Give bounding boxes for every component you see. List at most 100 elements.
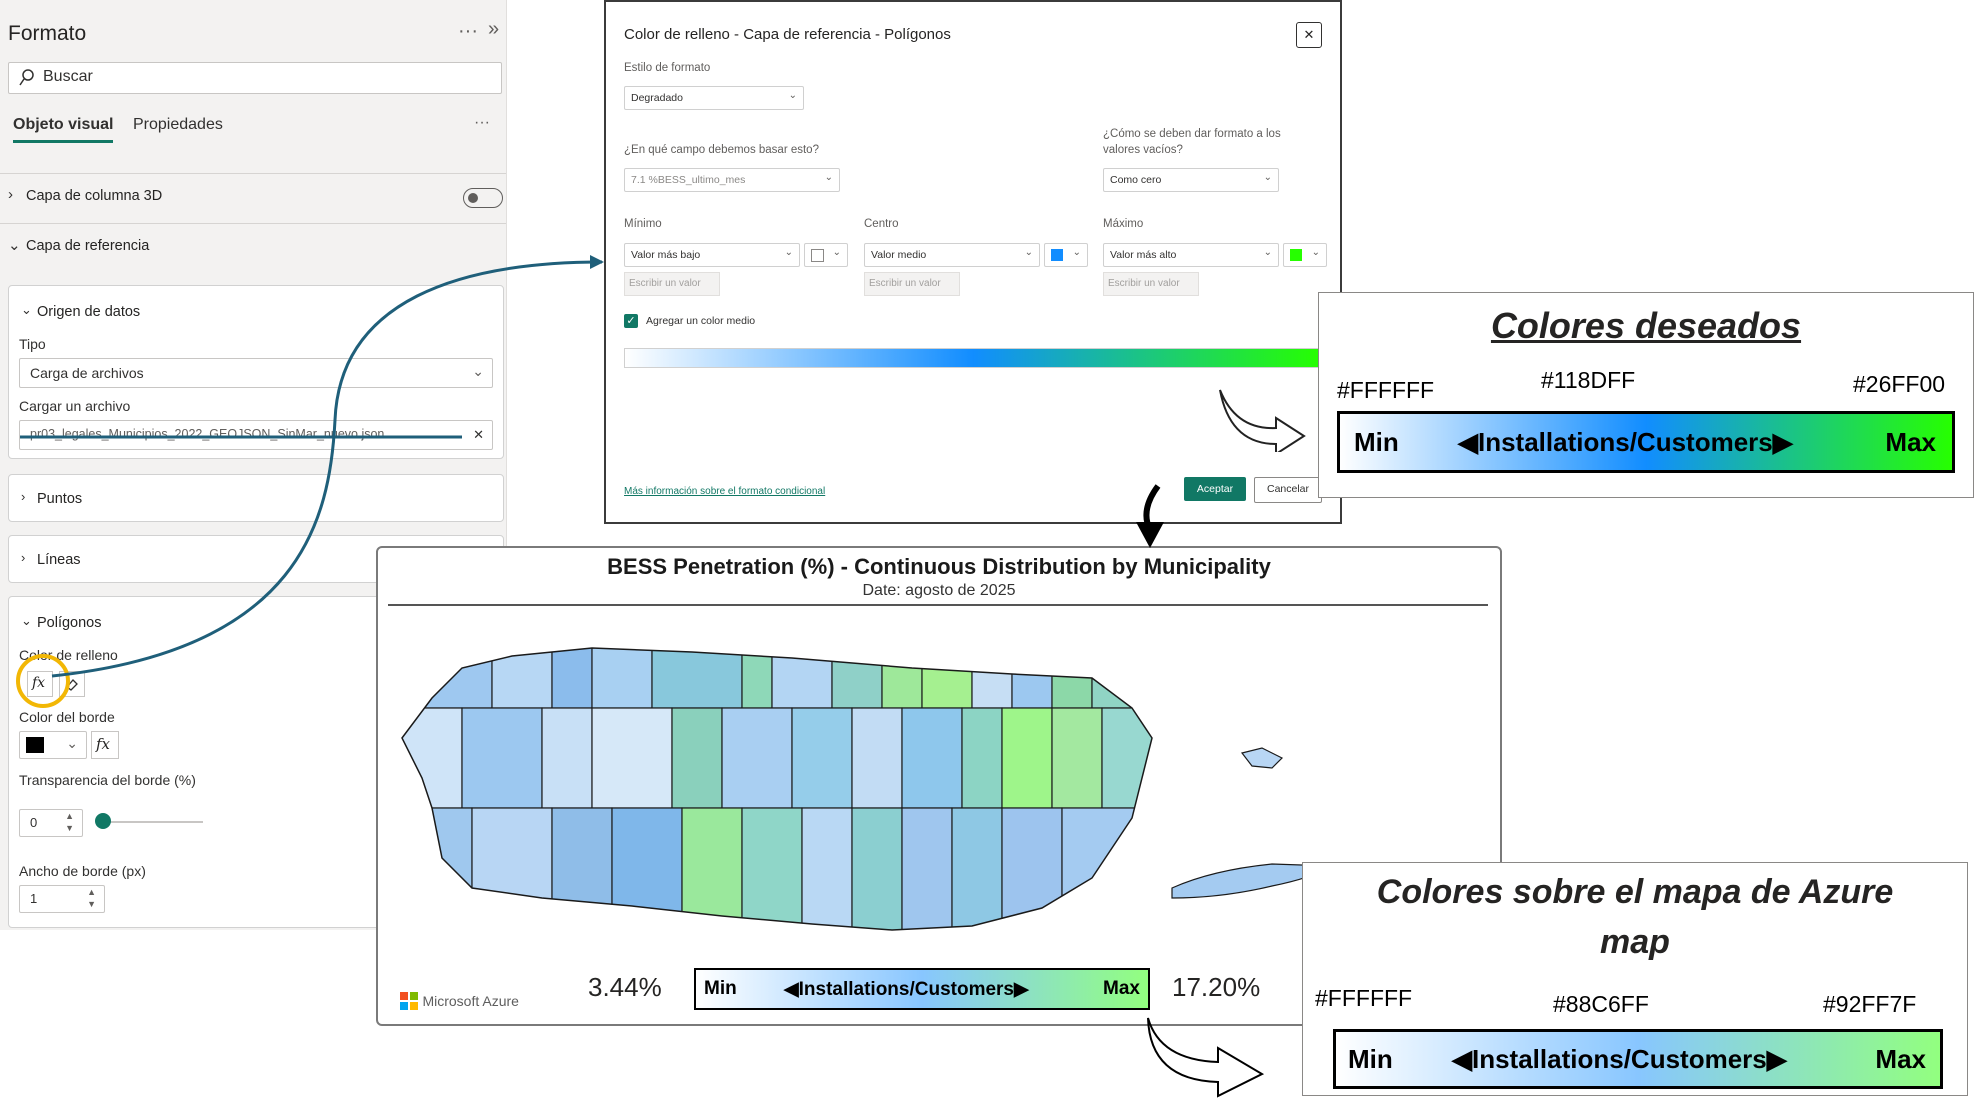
color-swatch bbox=[811, 249, 824, 262]
bar-max-label: Max bbox=[1885, 426, 1936, 457]
chevron-right-icon: › bbox=[21, 489, 26, 504]
min-value-input[interactable]: Escribir un valor bbox=[624, 272, 720, 296]
azure-colors-box: Colores sobre el mapa de Azure map #FFFF… bbox=[1302, 862, 1968, 1096]
empty-values-label-1: ¿Cómo se deben dar formato a los bbox=[1103, 128, 1281, 140]
type-dropdown[interactable]: Carga de archivos ⌄ bbox=[19, 358, 493, 388]
title-divider bbox=[388, 604, 1488, 606]
min-color-picker[interactable]: ⌄ bbox=[804, 243, 848, 267]
close-icon: ✕ bbox=[1303, 27, 1315, 42]
chevron-right-icon: › bbox=[21, 550, 26, 565]
curved-arrow-icon bbox=[1147, 1017, 1265, 1098]
clear-icon[interactable]: ✕ bbox=[469, 427, 484, 443]
fx-icon: fx bbox=[96, 735, 111, 753]
azure-title-line1: Colores sobre el mapa de Azure bbox=[1376, 873, 1894, 911]
format-style-value: Degradado bbox=[631, 92, 683, 104]
dialog-title: Color de relleno - Capa de referencia - … bbox=[624, 26, 951, 43]
section-reference[interactable]: ⌄ Capa de referencia bbox=[0, 223, 506, 272]
transparency-slider-thumb[interactable] bbox=[95, 813, 111, 829]
map-subtitle: Date: agosto de 2025 bbox=[862, 582, 1016, 599]
format-style-dropdown[interactable]: Degradado ⌄ bbox=[624, 86, 804, 110]
azure-gradient-bar: Min ◀Installations/Customers▶ Max bbox=[1333, 1029, 1943, 1089]
transparency-input[interactable]: 0 ▲ ▼ bbox=[19, 809, 83, 837]
bar-min-label: Min bbox=[1348, 1043, 1393, 1074]
card-title[interactable]: Polígonos bbox=[37, 615, 102, 631]
center-label: Centro bbox=[864, 218, 899, 230]
spin-arrows-icon: ▲ ▼ bbox=[65, 811, 74, 833]
center-dropdown[interactable]: Valor medio ⌄ bbox=[864, 243, 1040, 267]
accept-button[interactable]: Aceptar bbox=[1184, 477, 1246, 501]
border-width-input[interactable]: 1 ▲ ▼ bbox=[19, 885, 105, 913]
center-value-input[interactable]: Escribir un valor bbox=[864, 272, 960, 296]
card-points[interactable]: › Puntos bbox=[8, 474, 504, 522]
card-title: Líneas bbox=[37, 552, 81, 568]
puerto-rico-map[interactable] bbox=[392, 608, 1492, 948]
max-value-input[interactable]: Escribir un valor bbox=[1103, 272, 1199, 296]
add-middle-checkbox[interactable]: ✓ bbox=[624, 314, 638, 328]
bar-max-label: Max bbox=[1875, 1043, 1926, 1074]
border-width-label: Ancho de borde (px) bbox=[19, 863, 146, 879]
type-value: Carga de archivos bbox=[30, 365, 144, 381]
chevron-down-icon: ⌄ bbox=[1263, 247, 1272, 258]
connector-arrowhead bbox=[590, 255, 604, 269]
curved-arrow-icon bbox=[1219, 389, 1306, 452]
help-link[interactable]: Más información sobre el formato condici… bbox=[624, 486, 826, 497]
section-label: Capa de columna 3D bbox=[26, 188, 163, 204]
tabs-more-icon[interactable]: ··· bbox=[474, 114, 490, 131]
color-swatch bbox=[1051, 249, 1063, 261]
type-label: Tipo bbox=[19, 336, 46, 352]
microsoft-logo-icon bbox=[400, 992, 418, 1010]
chevron-down-icon: ⌄ bbox=[1024, 247, 1033, 258]
border-color-label: Color del borde bbox=[19, 709, 115, 725]
chevron-down-icon: ⌄ bbox=[21, 613, 32, 628]
center-color-picker[interactable]: ⌄ bbox=[1044, 243, 1088, 267]
center-value: Valor medio bbox=[871, 249, 927, 261]
spin-arrows-icon: ▲ ▼ bbox=[87, 887, 96, 909]
collapse-pane-icon[interactable]: » bbox=[488, 18, 500, 40]
hex-mid: #118DFF bbox=[1541, 367, 1636, 393]
border-fx-button[interactable]: fx bbox=[91, 731, 119, 759]
legend-max: Max bbox=[1103, 978, 1140, 999]
min-dropdown[interactable]: Valor más bajo ⌄ bbox=[624, 243, 800, 267]
max-value-label: 17.20% bbox=[1172, 972, 1261, 1002]
azure-logo: Microsoft Azure bbox=[400, 992, 519, 1010]
empty-values-value: Como cero bbox=[1110, 174, 1162, 186]
tab-visual[interactable]: Objeto visual bbox=[13, 116, 114, 133]
section-label: Capa de referencia bbox=[26, 238, 150, 254]
field-dropdown[interactable]: 7.1 %BESS_ultimo_mes ⌄ bbox=[624, 168, 840, 192]
transparency-slider-track[interactable] bbox=[99, 821, 203, 823]
search-icon bbox=[19, 69, 34, 86]
chevron-right-icon: › bbox=[8, 186, 13, 203]
hex-mid: #88C6FF bbox=[1553, 991, 1649, 1017]
input-placeholder: Escribir un valor bbox=[1108, 278, 1180, 289]
azure-brand: Microsoft Azure bbox=[422, 993, 519, 1009]
more-options-icon[interactable]: ··· bbox=[458, 20, 478, 42]
chevron-down-icon: ⌄ bbox=[1072, 247, 1081, 258]
toggle-switch[interactable] bbox=[463, 188, 503, 208]
color-swatch bbox=[26, 737, 44, 753]
max-dropdown[interactable]: Valor más alto ⌄ bbox=[1103, 243, 1279, 267]
file-field[interactable]: pr03_legales_Municipios_2022_GEOJSON_Sin… bbox=[19, 420, 493, 450]
azure-title-line2: map bbox=[1600, 923, 1670, 961]
transparency-label: Transparencia del borde (%) bbox=[19, 772, 196, 788]
card-data-source: ⌄ Origen de datos Tipo Carga de archivos… bbox=[8, 285, 504, 459]
tab-properties[interactable]: Propiedades bbox=[133, 116, 223, 133]
tab-underline bbox=[13, 140, 113, 143]
max-color-picker[interactable]: ⌄ bbox=[1283, 243, 1327, 267]
gradient-preview bbox=[624, 348, 1322, 368]
input-placeholder: Escribir un valor bbox=[629, 278, 701, 289]
card-title[interactable]: Origen de datos bbox=[37, 304, 141, 320]
field-label: ¿En qué campo debemos basar esto? bbox=[624, 144, 819, 156]
max-value: Valor más alto bbox=[1110, 249, 1177, 261]
chevron-down-icon: ⌄ bbox=[1263, 172, 1272, 183]
cancel-button[interactable]: Cancelar bbox=[1254, 477, 1322, 503]
border-color-picker[interactable]: ⌄ bbox=[19, 731, 87, 759]
legend-label: ◀Installations/Customers▶ bbox=[784, 978, 1029, 1000]
chevron-down-icon: ⌄ bbox=[472, 363, 484, 379]
hex-min: #FFFFFF bbox=[1337, 377, 1435, 403]
desired-colors-box: Colores deseados #FFFFFF #118DFF #26FF00… bbox=[1318, 292, 1974, 498]
search-placeholder: Buscar bbox=[43, 68, 93, 85]
empty-values-dropdown[interactable]: Como cero ⌄ bbox=[1103, 168, 1279, 192]
search-box[interactable]: Buscar bbox=[8, 62, 502, 94]
close-button[interactable]: ✕ bbox=[1296, 22, 1322, 48]
section-columns-3d[interactable]: › Capa de columna 3D bbox=[0, 173, 506, 222]
